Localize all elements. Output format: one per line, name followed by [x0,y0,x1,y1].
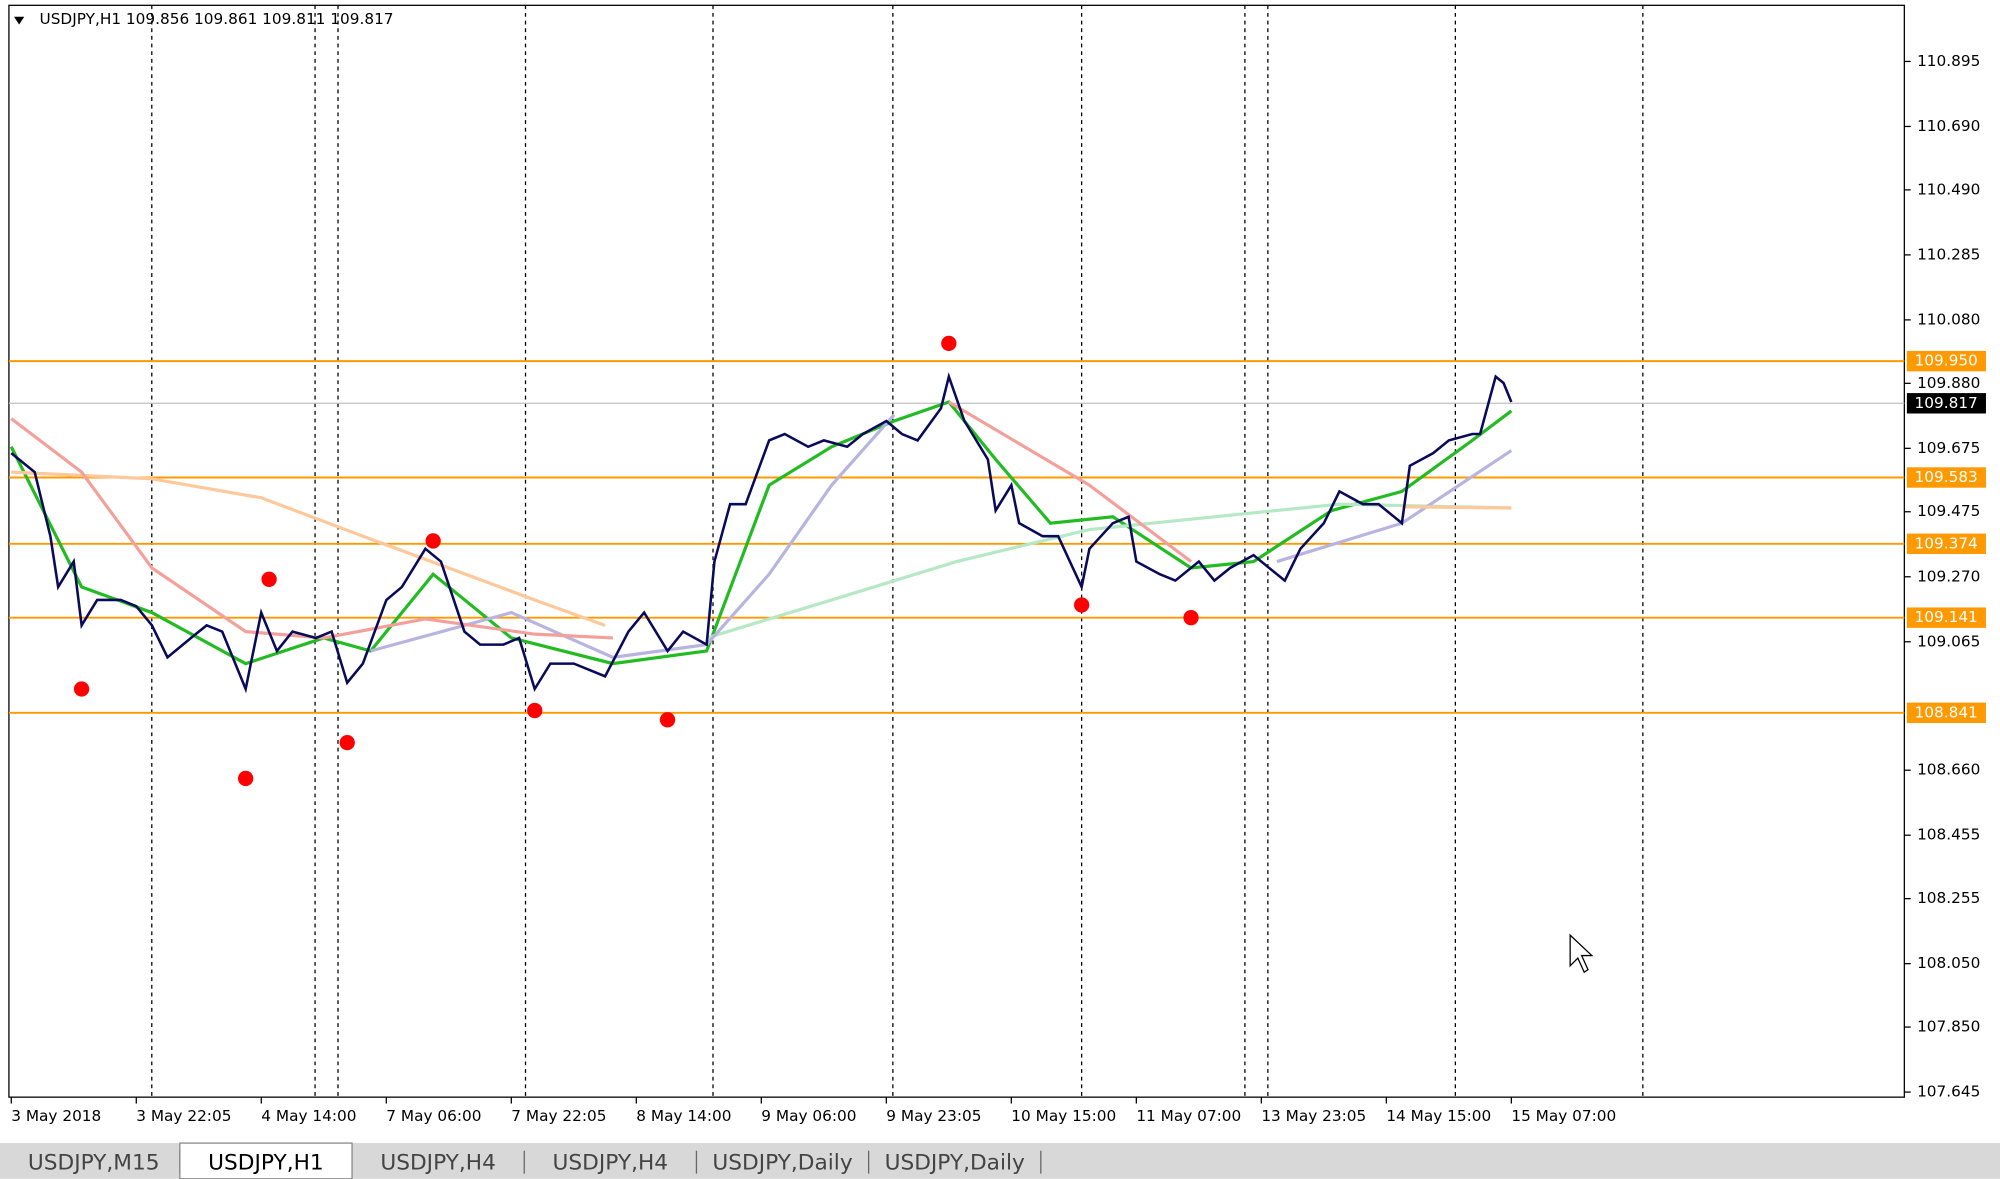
level-box [1906,350,1986,372]
x-tick-label: 9 May 06:00 [761,1107,856,1125]
level-label: 109.583 [1915,468,1978,486]
y-tick-label: 110.285 [1917,245,1980,263]
y-tick-label: 109.475 [1917,502,1980,520]
swing-point [73,681,90,697]
price-line [9,400,1513,666]
level-box [1906,533,1986,554]
level-label: 109.141 [1915,608,1978,626]
x-tick-label: 7 May 06:00 [386,1107,481,1125]
swing-point [261,571,277,587]
tab[interactable]: USDJPY,H4 [380,1150,496,1175]
x-tick-label: 9 May 23:05 [886,1107,981,1125]
x-tick-label: 3 May 2018 [11,1107,101,1125]
x-tick-label: 13 May 23:05 [1261,1107,1366,1125]
y-tick-label: 110.080 [1917,310,1980,328]
current-price-box [1906,393,1986,414]
price-line [706,502,1512,640]
swing-point [659,712,676,728]
x-tick-label: 4 May 14:00 [261,1107,356,1125]
chart-title: USDJPY,H1 109.856 109.861 109.811 109.81… [40,10,394,28]
y-tick-label: 110.895 [1917,52,1980,70]
x-tick-label: 3 May 22:05 [136,1107,231,1125]
y-tick-label: 108.455 [1917,826,1980,844]
tab[interactable]: USDJPY,Daily [712,1150,852,1175]
price-line [11,470,1512,627]
x-tick-label: 11 May 07:00 [1136,1107,1241,1125]
tab[interactable]: USDJPY,M15 [28,1150,160,1175]
level-label: 109.950 [1915,352,1978,370]
y-tick-label: 109.270 [1917,567,1980,585]
swing-point [238,770,254,787]
level-box [1906,467,1986,488]
price-line [10,372,1513,694]
x-tick-label: 7 May 22:05 [511,1107,606,1125]
swing-point [1073,597,1090,613]
level-box [1906,607,1986,628]
tab-active [179,1142,353,1179]
y-tick-label: 109.065 [1917,632,1980,650]
x-tick-label: 8 May 14:00 [636,1107,731,1125]
tab[interactable]: USDJPY,H1 [208,1150,324,1175]
x-tick-label: 15 May 07:00 [1511,1107,1616,1125]
x-tick-label: 10 May 15:00 [1011,1107,1116,1125]
swing-point [527,702,543,719]
y-tick-label: 108.660 [1917,761,1980,779]
y-tick-label: 108.255 [1917,889,1980,907]
price-line [10,400,1193,640]
swing-point [1183,610,1199,626]
swing-point [339,734,355,751]
x-tick-label: 14 May 15:00 [1386,1107,1491,1125]
y-tick-label: 107.850 [1917,1018,1980,1036]
mouse-cursor [1569,933,1594,974]
y-tick-label: 108.050 [1917,954,1980,972]
y-tick-label: 109.675 [1917,439,1980,457]
y-tick-label: 107.645 [1917,1083,1980,1101]
y-tick-label: 109.880 [1917,374,1980,392]
collapse-arrow[interactable] [14,16,25,25]
level-label: 109.374 [1915,534,1978,552]
swing-point [941,335,957,352]
level-label: 108.841 [1915,703,1978,721]
tab[interactable]: USDJPY,Daily [885,1150,1025,1175]
current-price-label: 109.817 [1915,394,1978,412]
plot-frame [8,4,1905,1098]
level-box [1906,702,1986,724]
y-tick-label: 110.490 [1917,180,1980,198]
swing-point [425,533,441,549]
y-tick-label: 110.690 [1917,117,1980,135]
tab[interactable]: USDJPY,H4 [553,1150,669,1175]
